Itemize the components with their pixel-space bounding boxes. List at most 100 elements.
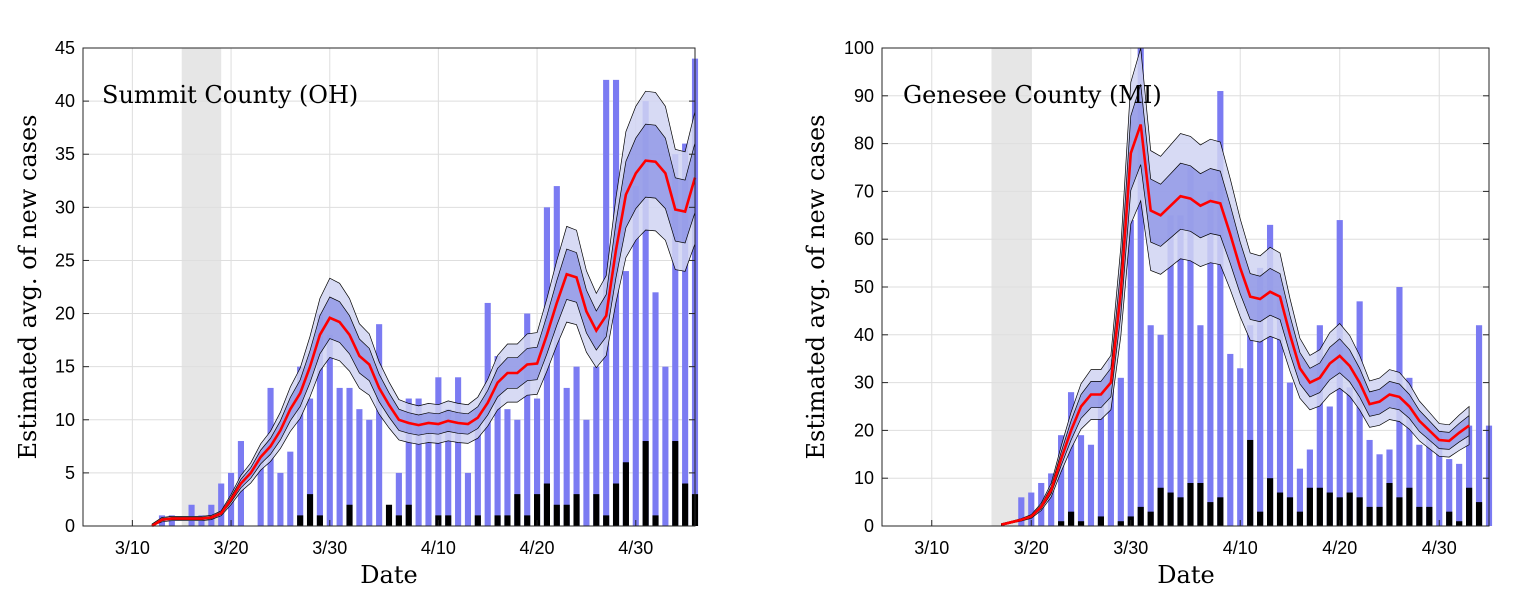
death-bar	[445, 515, 452, 526]
y-tick-label: 60	[854, 229, 874, 249]
death-bar	[1067, 511, 1075, 526]
death-bar	[1356, 497, 1363, 526]
case-bar	[1366, 439, 1373, 526]
y-tick-label: 35	[55, 144, 75, 164]
death-bar	[1197, 482, 1204, 526]
case-bar	[583, 419, 590, 526]
y-tick-label: 80	[854, 134, 874, 154]
death-bar	[593, 494, 600, 526]
case-bar	[494, 356, 501, 526]
y-tick-label: 100	[844, 38, 874, 58]
case-bar	[297, 366, 304, 526]
y-tick-label: 30	[854, 373, 874, 393]
death-bar	[1446, 511, 1453, 526]
case-bar	[1177, 215, 1184, 527]
case-bar	[1316, 325, 1323, 526]
case-bar	[534, 398, 541, 526]
case-bar	[316, 313, 323, 526]
case-bar	[1087, 444, 1095, 526]
case-bar	[1227, 353, 1234, 526]
case-bar	[632, 186, 639, 527]
death-bar	[1207, 502, 1214, 526]
death-bar	[642, 441, 649, 526]
case-bar	[306, 398, 314, 526]
case-bar	[1077, 435, 1085, 526]
death-bar	[1306, 487, 1313, 526]
y-tick-label: 0	[864, 516, 874, 536]
case-bar	[1446, 459, 1453, 526]
case-bar	[1097, 392, 1105, 526]
death-bar	[1276, 492, 1284, 526]
case-bar	[524, 313, 531, 526]
case-bar	[1058, 435, 1065, 526]
estimate-line	[151, 159, 697, 528]
case-bar	[1257, 267, 1264, 526]
case-bar	[1217, 91, 1224, 527]
case-bar	[405, 398, 412, 526]
x-tick-label: 3/20	[214, 538, 249, 558]
death-bars	[1058, 439, 1483, 526]
case-bar	[1406, 377, 1413, 526]
death-bar	[1326, 492, 1333, 526]
death-bar	[504, 515, 511, 526]
death-bar	[1177, 497, 1184, 526]
x-tick-label: 4/10	[1223, 538, 1258, 558]
case-bar	[1107, 358, 1114, 526]
case-bar	[1376, 454, 1383, 526]
death-bar	[563, 504, 570, 526]
death-bar	[297, 515, 304, 526]
case-bar	[366, 419, 373, 526]
death-bar	[682, 483, 689, 526]
case-bar	[672, 154, 679, 526]
chart-panel-summit: 0 5 10 15 20 25 30 35 40 45 3/10 3/20 3/30 4/10 4/20 4/…	[14, 38, 699, 589]
death-bar	[1286, 497, 1294, 526]
y-tick-label: 0	[65, 516, 75, 536]
case-bar	[425, 430, 432, 526]
death-bar	[1416, 506, 1423, 526]
case-bar	[1286, 382, 1294, 526]
death-bar	[524, 515, 531, 526]
case-bar	[346, 387, 353, 526]
death-bar	[1217, 497, 1224, 526]
case-bar	[356, 409, 363, 526]
estimate-line	[1001, 124, 1470, 526]
death-bar	[652, 515, 659, 526]
death-bar	[494, 515, 501, 526]
case-bar	[1247, 325, 1254, 526]
death-bar	[1266, 478, 1274, 526]
death-bar	[1366, 506, 1373, 526]
panel-title: Genesee County (MI)	[903, 81, 1162, 109]
case-bar	[1426, 435, 1433, 526]
death-bar	[1097, 516, 1105, 526]
case-bar	[682, 143, 689, 526]
case-bar	[593, 366, 600, 526]
death-bar	[1187, 482, 1194, 526]
axis-ticks: 0 10 20 30 40 50 60 70 80 90 100 3/10 3/20 3/30 4/10 4/…	[844, 38, 1489, 558]
x-tick-label: 3/30	[312, 538, 347, 558]
case-bar	[1028, 492, 1035, 526]
case-bar	[1067, 392, 1075, 526]
y-tick-label: 5	[65, 463, 75, 483]
case-bar	[642, 101, 649, 526]
y-tick-label: 40	[854, 325, 874, 345]
death-bar	[1376, 506, 1383, 526]
x-tick-label: 4/20	[520, 538, 555, 558]
case-bar	[257, 451, 264, 526]
case-bar	[445, 409, 452, 526]
y-axis-title: Estimated avg. of new cases	[802, 115, 830, 460]
case-bar	[1147, 325, 1154, 526]
y-tick-label: 20	[854, 420, 874, 440]
case-bar	[188, 504, 195, 526]
death-bar	[395, 515, 402, 526]
death-bar	[1058, 521, 1065, 526]
death-bar	[1316, 487, 1323, 526]
case-bar	[573, 366, 580, 526]
plot-border	[82, 47, 696, 527]
case-bar	[1416, 444, 1423, 526]
case-bar	[563, 387, 570, 526]
confidence-band	[1001, 48, 1470, 526]
case-bar	[277, 472, 284, 526]
shaded-interval	[181, 48, 222, 526]
chart-panel-genesee: 0 10 20 30 40 50 60 70 80 90 100 3/10 3/20 3/30 4/10 4/…	[802, 38, 1493, 589]
death-bar	[1406, 487, 1413, 526]
